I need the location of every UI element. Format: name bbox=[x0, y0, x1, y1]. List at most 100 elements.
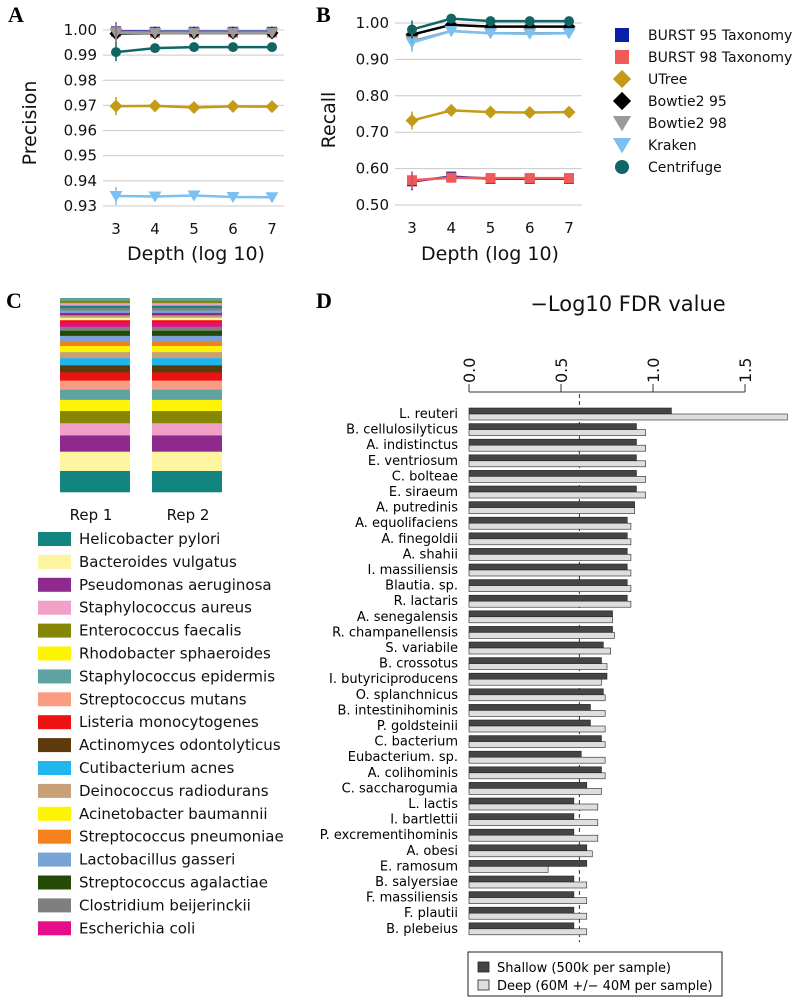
legend-label: BURST 98 Taxonomy bbox=[648, 50, 792, 66]
data-point bbox=[226, 191, 240, 203]
bar-shallow bbox=[468, 470, 637, 477]
category-label: C. saccharogumia bbox=[342, 781, 458, 796]
bar-shallow bbox=[468, 579, 628, 586]
stack-segment bbox=[152, 302, 222, 306]
stack-segment bbox=[152, 380, 222, 390]
legend-box bbox=[467, 951, 723, 997]
bar-deep bbox=[468, 647, 611, 655]
xtick-label: 0.0 bbox=[460, 358, 479, 383]
legend-label: Deinococcus radiodurans bbox=[79, 782, 269, 800]
stack-segment bbox=[60, 322, 130, 327]
category-label: I. butyriciproducens bbox=[329, 672, 458, 687]
stack-segment bbox=[60, 380, 130, 390]
legend-marker bbox=[612, 116, 632, 132]
stack-segment bbox=[60, 451, 130, 471]
bar-deep bbox=[468, 912, 588, 920]
bar-deep bbox=[468, 850, 593, 858]
legend-label: UTree bbox=[648, 72, 687, 88]
bar-shallow bbox=[468, 891, 575, 898]
xtick-label: 3 bbox=[407, 219, 417, 237]
data-point bbox=[523, 28, 537, 40]
bar-shallow bbox=[468, 750, 582, 758]
bar-shallow bbox=[468, 906, 575, 914]
ytick-label: 0.98 bbox=[64, 71, 97, 89]
legend-swatch bbox=[38, 783, 71, 798]
stack-segment bbox=[60, 312, 130, 316]
ytick-label: 0.70 bbox=[356, 123, 389, 141]
legend-label: Streptococcus pneumoniae bbox=[79, 828, 284, 846]
legend-swatch bbox=[38, 646, 71, 661]
precision-chart: 0.93 0.94 0.95 0.96 0.97 0.98 0.99 1.00 3 4 5 6 7 P… bbox=[19, 21, 284, 265]
legend-swatch bbox=[38, 692, 71, 707]
data-point bbox=[562, 105, 576, 119]
fdr-legend: Shallow (500k per sample) Deep (60M +/− 4… bbox=[467, 951, 723, 997]
rep1-label: Rep 1 bbox=[70, 506, 113, 524]
data-point bbox=[187, 190, 201, 202]
ytick-label: 1.00 bbox=[356, 14, 389, 32]
legend-swatch bbox=[38, 532, 71, 546]
category-label: A. obesi bbox=[406, 844, 458, 859]
xtick-label: 4 bbox=[446, 219, 456, 237]
panel-label-a: A bbox=[8, 2, 24, 27]
stack-segment bbox=[152, 351, 222, 359]
bar-shallow bbox=[468, 610, 613, 618]
ytick-label: 0.96 bbox=[64, 122, 97, 140]
category-label: S. variabile bbox=[385, 641, 458, 656]
bar-deep bbox=[468, 538, 632, 546]
category-label: B. cellulosilyticus bbox=[346, 423, 458, 438]
stack-segment bbox=[152, 326, 222, 331]
bar-shallow bbox=[468, 563, 628, 571]
legend-label: Kraken bbox=[648, 138, 697, 154]
bar-deep bbox=[468, 413, 788, 421]
ytick-label: 0.80 bbox=[356, 87, 389, 105]
composition-chart: Rep 1 Rep 2 Helicobacter pylori Bacteroid… bbox=[38, 298, 284, 937]
xtick-label: 5 bbox=[486, 219, 496, 237]
data-point bbox=[444, 26, 458, 38]
stack-segment bbox=[60, 310, 130, 313]
category-label: C. bacterium bbox=[374, 735, 458, 750]
data-point bbox=[484, 105, 497, 119]
stack-segment bbox=[152, 300, 222, 304]
bar-shallow bbox=[468, 735, 602, 742]
stack-segment bbox=[60, 399, 130, 412]
legend-swatch bbox=[477, 961, 490, 973]
bar-deep bbox=[468, 444, 646, 452]
data-point bbox=[226, 99, 240, 113]
panel-label-d: D bbox=[316, 288, 332, 313]
bar-shallow bbox=[468, 672, 608, 680]
stack-segment bbox=[152, 310, 222, 313]
category-label: B. intestinihominis bbox=[337, 703, 458, 718]
stack-segment bbox=[60, 317, 130, 321]
species-legend: Helicobacter pylori Bacteroides vulgatus P… bbox=[38, 530, 284, 937]
legend-swatch bbox=[38, 577, 71, 592]
category-label: I. massiliensis bbox=[367, 563, 458, 578]
fdr-chart: −Log10 FDR value 0.0 0.5 1.0 1.5 L. reuteri… bbox=[320, 292, 788, 997]
legend-swatch bbox=[38, 761, 71, 775]
bar-shallow bbox=[468, 454, 637, 462]
data-point bbox=[187, 100, 201, 114]
stack-segment bbox=[60, 357, 130, 366]
bar-deep bbox=[468, 819, 599, 826]
legend-marker bbox=[612, 91, 632, 111]
stack-segment bbox=[152, 435, 222, 452]
legend-label: BURST 95 Taxonomy bbox=[648, 28, 792, 44]
category-label: P. goldsteinii bbox=[377, 719, 458, 734]
bar-deep bbox=[468, 803, 599, 811]
legend-label: Staphylococcus epidermis bbox=[79, 667, 275, 685]
bar-deep bbox=[468, 554, 632, 561]
stack-segment bbox=[60, 335, 130, 341]
bar-deep bbox=[468, 725, 606, 733]
stack-segment bbox=[152, 315, 222, 318]
category-label: B. plebeius bbox=[386, 922, 458, 937]
stack-segment bbox=[152, 305, 222, 309]
bar-deep bbox=[468, 460, 646, 468]
bar-shallow bbox=[468, 407, 672, 415]
legend-label: Shallow (500k per sample) bbox=[497, 961, 671, 976]
stack-segment bbox=[152, 399, 222, 412]
bar-shallow bbox=[468, 594, 628, 602]
stack-segment bbox=[152, 451, 222, 471]
legend-label: Cutibacterium acnes bbox=[79, 759, 234, 777]
legend-swatch bbox=[38, 829, 71, 844]
legend-label: Lactobacillus gasseri bbox=[79, 851, 235, 869]
ytick-label: 0.60 bbox=[356, 160, 389, 178]
